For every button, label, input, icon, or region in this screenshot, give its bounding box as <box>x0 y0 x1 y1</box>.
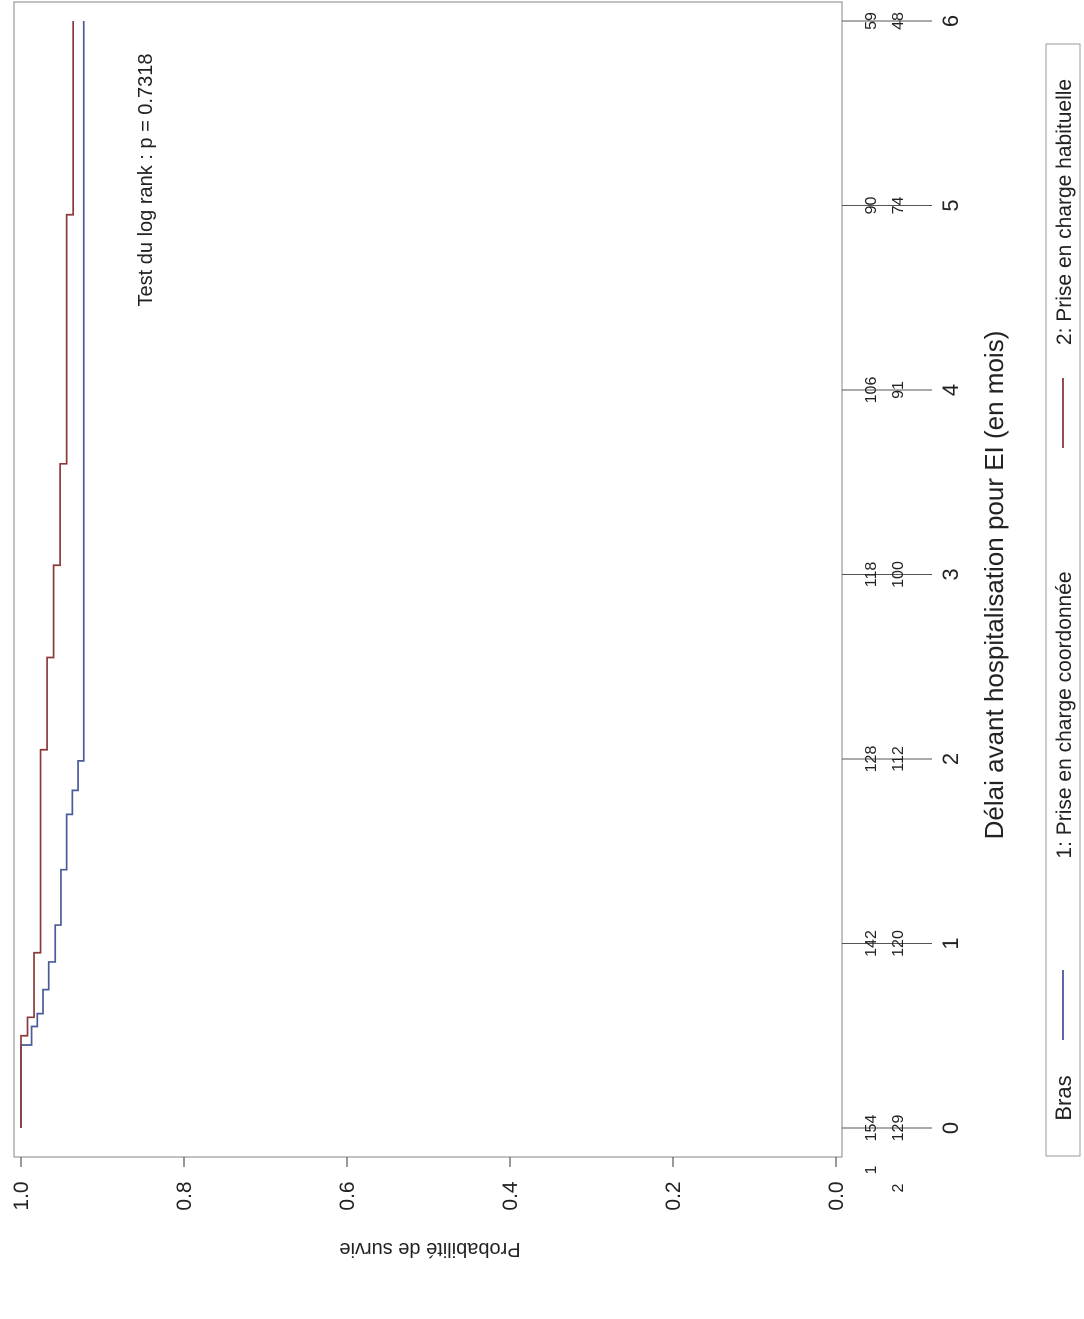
x-tick-label: 2 <box>938 753 963 765</box>
series-1-line <box>20 21 85 1128</box>
legend-label-series-1: 1: Prise en charge coordonnée <box>1053 571 1076 858</box>
y-axis: 0.0 0.2 0.4 0.6 0.8 1.0 <box>10 1157 848 1211</box>
y-tick-label: 0.2 <box>662 1181 685 1210</box>
y-tick-label: 0.0 <box>825 1181 848 1210</box>
at-risk-count: 90 <box>863 197 880 215</box>
x-axis: 0 1 2 3 4 5 6 <box>842 15 963 1134</box>
at-risk-count: 106 <box>863 377 880 404</box>
at-risk-count: 118 <box>863 562 880 588</box>
x-tick-label: 5 <box>938 199 963 211</box>
log-rank-annotation: Test du log rank : p = 0.7318 <box>135 54 157 307</box>
legend-label-series-2: 2: Prise en charge habituelle <box>1053 79 1076 345</box>
y-tick-label: 0.6 <box>336 1181 359 1210</box>
series-layer <box>20 21 85 1128</box>
at-risk-count: 59 <box>863 12 880 30</box>
x-tick-label: 1 <box>938 937 963 949</box>
at-risk-count: 74 <box>890 197 907 215</box>
at-risk-count: 142 <box>863 930 880 957</box>
at-risk-count: 128 <box>863 746 880 773</box>
x-axis-title: Délai avant hospitalisation pour EI (en … <box>979 331 1009 840</box>
at-risk-group-label: 1 <box>863 1165 880 1174</box>
y-tick-label: 0.8 <box>173 1181 196 1210</box>
y-axis-title: Probabilité de survie <box>339 1238 520 1260</box>
x-tick-label: 6 <box>938 15 963 27</box>
legend-box <box>1045 43 1081 1157</box>
at-risk-count: 120 <box>890 930 907 957</box>
at-risk-count: 48 <box>890 12 907 30</box>
legend-title: Bras <box>1051 1075 1076 1120</box>
x-tick-label: 0 <box>938 1122 963 1134</box>
at-risk-count: 154 <box>863 1115 880 1142</box>
at-risk-table: 1 154 142 128 118 106 90 59 2 129 120 112 100 91 74 48 <box>863 12 907 1192</box>
x-tick-label: 3 <box>938 568 963 580</box>
y-tick-label: 0.4 <box>499 1181 522 1211</box>
x-tick-label: 4 <box>938 384 963 396</box>
at-risk-group-label: 2 <box>890 1183 907 1192</box>
y-tick-label: 1.0 <box>10 1181 33 1210</box>
at-risk-count: 112 <box>890 746 907 772</box>
series-2-line <box>20 21 75 1128</box>
legend: Bras 1: Prise en charge coordonnée 2: Pr… <box>1045 43 1081 1157</box>
at-risk-count: 129 <box>890 1115 907 1142</box>
at-risk-count: 100 <box>890 561 907 588</box>
plot-frame <box>13 1 843 1158</box>
at-risk-count: 91 <box>890 381 907 399</box>
